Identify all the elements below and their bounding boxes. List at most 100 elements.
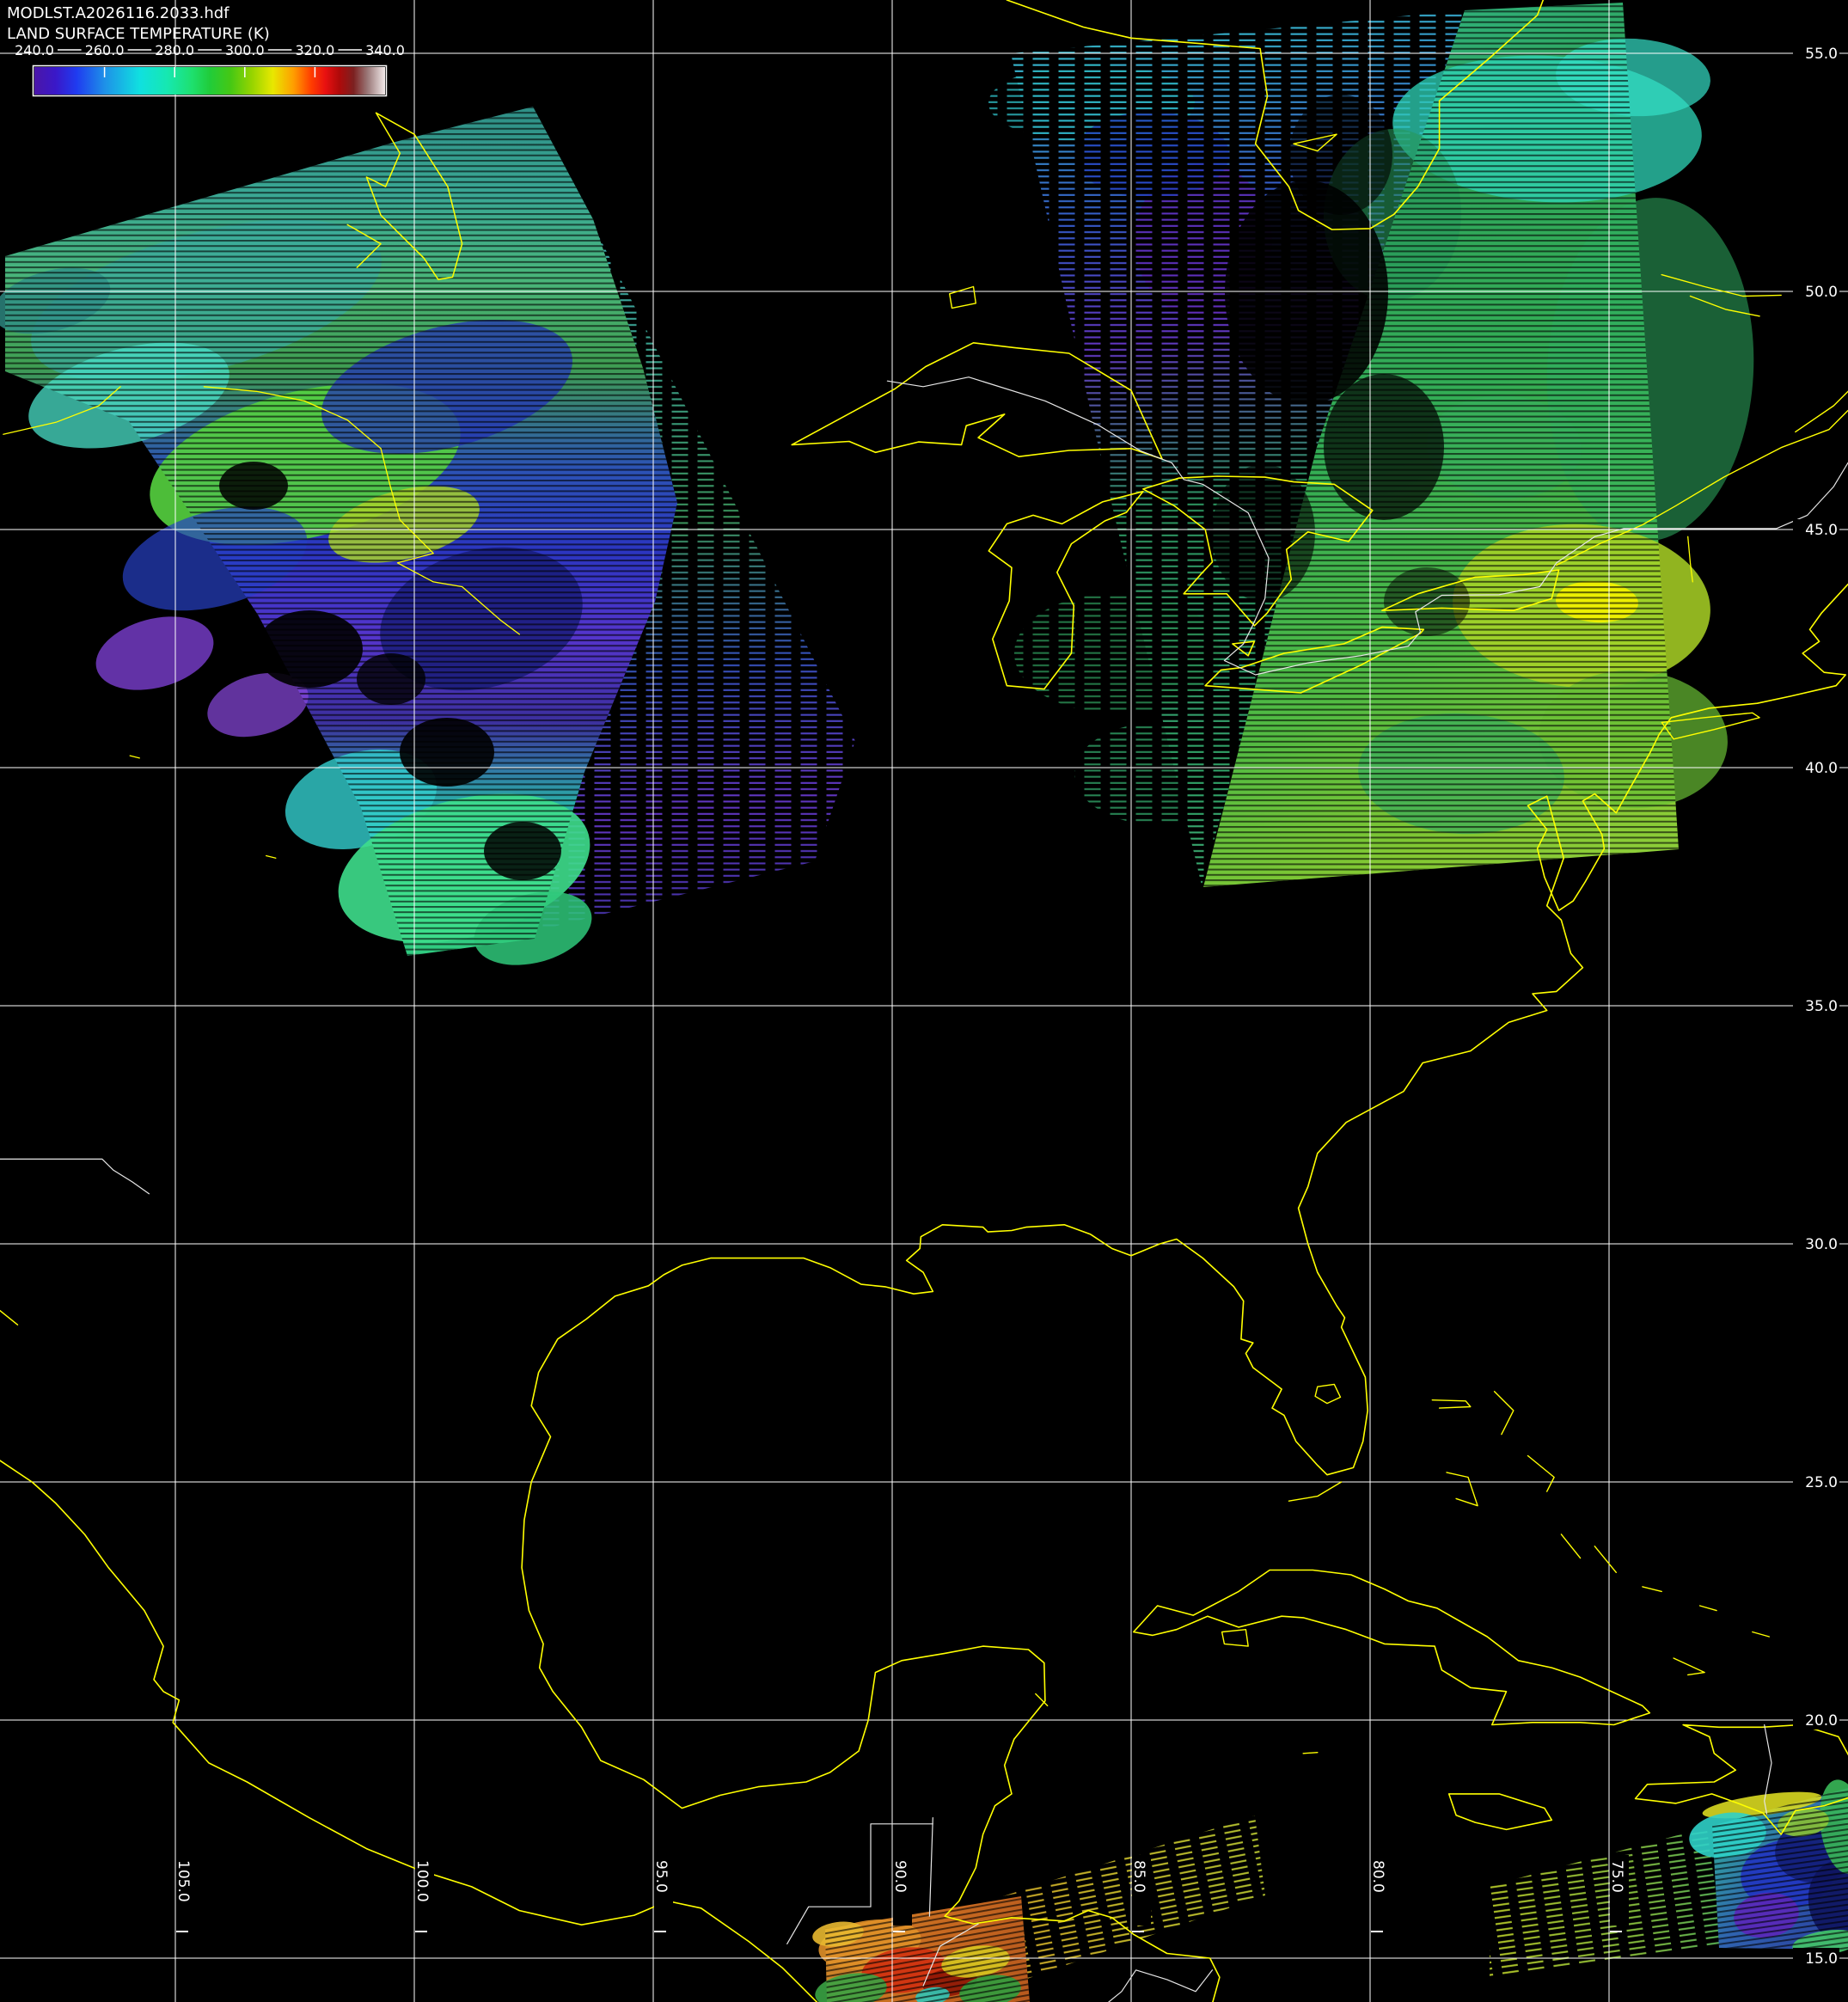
isle-of-youth: [1221, 1629, 1249, 1647]
saguenay-river: [1661, 273, 1782, 297]
colorbar-gradient: [34, 67, 385, 95]
jamaica: [1447, 1793, 1553, 1831]
latitude-label-bg: [1793, 1710, 1839, 1730]
eleuthera: [1527, 1454, 1555, 1492]
swath-nw-dense: [0, 107, 677, 965]
longitude-label-bg: [176, 1855, 195, 1925]
longitude-label-bg: [1610, 1855, 1629, 1925]
colorbar-tick-label: 240.0: [15, 42, 54, 58]
colorbar-tick-label: 300.0: [225, 42, 265, 58]
colorbar-tick-label: 320.0: [295, 42, 334, 58]
mayaguana: [1698, 1605, 1717, 1612]
lake-ontario: [1381, 569, 1560, 611]
cozumel: [1035, 1693, 1049, 1707]
hispaniola: [1634, 1723, 1848, 1835]
atlantic-gulf-coast: [521, 583, 1848, 2002]
lake-champlain: [1687, 536, 1693, 583]
colorbar-tick-label-bg: [362, 41, 408, 58]
longitude-label: 90.0: [891, 1860, 909, 1893]
st-lawrence-south-shore: [1795, 390, 1848, 433]
latitude-label-bg: [1793, 281, 1839, 301]
graticule-labels: 55.0 50.0 45.0 40.0 35.0 30.0 25.0 20.0 15.0 105.…: [174, 43, 1839, 1969]
swath-ne-dense: [1203, 3, 1754, 887]
longitude-label-bg: [654, 1855, 673, 1925]
long-island-bahamas: [1594, 1546, 1617, 1573]
longitude-label: 100.0: [413, 1860, 431, 1902]
lake-st-clair: [1232, 640, 1256, 657]
longitude-label-bg: [1371, 1855, 1390, 1925]
longitude-label: 85.0: [1130, 1860, 1147, 1893]
lake-superior: [791, 342, 1163, 460]
latitude-label-bg: [1793, 519, 1839, 539]
latitude-label-bg: [1793, 43, 1839, 63]
header: MODLST.A2026116.2033.hdf LAND SURFACE TEM…: [6, 3, 408, 60]
latitude-label-bg: [1793, 1948, 1839, 1968]
latitude-label-bg: [1793, 995, 1839, 1015]
colorbar-tick-label: 280.0: [155, 42, 194, 58]
lake-huron: [1142, 475, 1374, 627]
colorbar-tick-label-bg: [11, 41, 58, 58]
colorbar-tick-label-bg: [81, 41, 128, 58]
colorbar-tick-label-bg: [221, 41, 268, 58]
missouri-river-upper: [3, 386, 121, 435]
swath-sc-sparse: [987, 1815, 1265, 1984]
longitude-label-bg: [415, 1855, 434, 1925]
longitude-label: 105.0: [174, 1860, 192, 1902]
latitude-label: 50.0: [1805, 284, 1838, 301]
haiti-dr-border: [1764, 1723, 1772, 1815]
colorbar-tick-label-bg: [151, 41, 199, 58]
pacific-mexico-coast: [0, 1460, 818, 2002]
latitude-label-bg: [1793, 1472, 1839, 1491]
swath-se-sparse: [1490, 1824, 1726, 1977]
longitude-label: 95.0: [652, 1860, 670, 1893]
latitude-label: 20.0: [1805, 1712, 1838, 1730]
lake-michigan: [988, 490, 1144, 690]
longitude-label-bg: [893, 1855, 912, 1925]
st-lawrence-river: [1556, 409, 1848, 566]
inagua: [1673, 1657, 1705, 1676]
saguenay-river-2: [1689, 295, 1760, 317]
latitude-label: 30.0: [1805, 1236, 1838, 1253]
latitude-label: 40.0: [1805, 760, 1838, 777]
us-canada-border: [886, 377, 1848, 676]
lake-manitoba: [346, 223, 382, 268]
exuma: [1560, 1534, 1582, 1559]
honduras-nicaragua-border: [1107, 1969, 1214, 2002]
belize-border: [928, 1817, 933, 1917]
turks: [1752, 1631, 1770, 1638]
abaco: [1493, 1391, 1515, 1436]
us-mexico-border: [0, 1158, 150, 1195]
lake-winnipeg: [365, 112, 463, 280]
latitude-label: 45.0: [1805, 522, 1838, 539]
longitude-label-bg: [1132, 1855, 1151, 1925]
title: MODLST.A2026116.2033.hdf: [7, 4, 229, 22]
lake-nipigon: [949, 285, 976, 309]
latitude-label-bg: [1793, 1234, 1839, 1253]
lake-okeechobee: [1314, 1383, 1342, 1405]
crooked-island: [1642, 1586, 1662, 1593]
grand-bahama: [1431, 1399, 1472, 1409]
florida-keys: [1288, 1481, 1343, 1502]
latitude-label-bg: [1793, 757, 1839, 777]
akimiski-island: [1293, 133, 1337, 152]
latitude-label: 25.0: [1805, 1474, 1838, 1491]
mexico-guatemala-border: [786, 1823, 933, 1944]
latitude-label: 15.0: [1805, 1950, 1838, 1968]
hudson-james-bay: [1006, 0, 1545, 230]
swath-se-dense: [1689, 1779, 1848, 1956]
plains-lake-2: [265, 854, 277, 859]
cayman-islands: [1302, 1752, 1319, 1754]
gulf-california-island: [0, 1309, 19, 1325]
product-label: LAND SURFACE TEMPERATURE (K): [7, 25, 270, 43]
latitude-label: 55.0: [1805, 46, 1838, 63]
colorbar-border: [32, 64, 388, 97]
colorbar-tick-label: 260.0: [85, 42, 125, 58]
data-swaths: [0, 3, 1848, 2002]
colorbar-tick-label: 340.0: [365, 42, 405, 58]
latitude-label: 35.0: [1805, 998, 1838, 1015]
long-island: [1661, 712, 1760, 740]
missouri-river: [203, 386, 520, 635]
longitude-label: 80.0: [1369, 1860, 1386, 1893]
